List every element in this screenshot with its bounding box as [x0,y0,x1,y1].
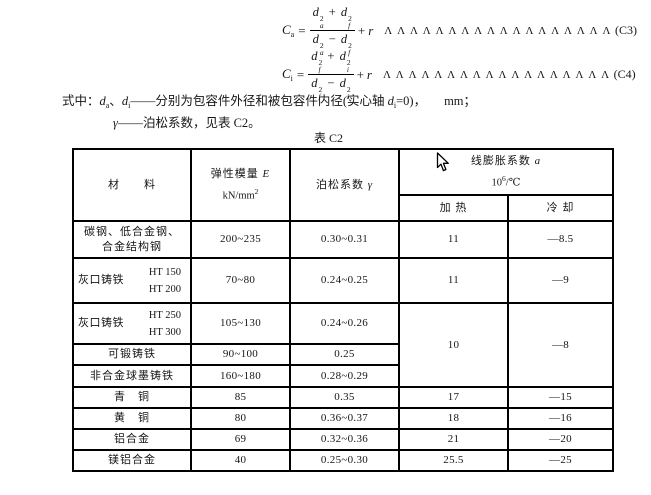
material-name: 青 铜 [72,386,192,409]
plus-sign: + [357,22,366,38]
gamma-definition: γ——泊松系数，见表 C2。 [113,116,261,130]
table-row: 碳钢、低合金钢、 合金结构钢 200~235 0.30~0.31 11 —8.5 [72,220,614,259]
modulus-value: 40 [190,449,291,472]
modulus-value: 160~180 [190,364,291,388]
unit-mm: mm； [444,94,477,108]
modulus-value: 70~80 [190,257,291,304]
modulus-value: 105~130 [190,302,291,345]
heating-value: 21 [398,428,509,451]
header-linear-expansion: 线膨胀系数 a 106/℃ [398,148,614,196]
material-name: 灰口铸铁 HT 250 HT 300 [72,302,192,345]
heating-value: 17 [398,386,509,409]
poisson-symbol: r [368,22,374,38]
modulus-value: 69 [190,428,291,451]
header-heating: 加 热 [398,194,509,222]
modulus-value: 200~235 [190,220,291,259]
table-row: 黄 铜 80 0.36~0.37 18 —16 [72,407,614,430]
material-name: 碳钢、低合金钢、 合金结构钢 [72,220,192,259]
poisson-value: 0.28~0.29 [289,364,400,388]
table-row: 非合金球墨铸铁 160~180 0.28~0.29 [72,364,613,388]
table-row: 灰口铸铁 HT 150 HT 200 70~80 0.24~0.25 11 —9 [72,257,614,304]
dot-leaders: Λ Λ Λ Λ Λ Λ Λ Λ Λ Λ Λ Λ Λ Λ Λ Λ Λ Λ [382,68,611,81]
heating-value-merged: 10 [398,302,509,388]
equals-sign: = [296,66,305,82]
header-cooling: 冷 却 [507,194,614,222]
formula-c3-lhs: Ca [282,22,295,39]
table-row: 铝合金 69 0.32~0.36 21 —20 [72,428,614,451]
table-row: 灰口铸铁 HT 250 HT 300 105~130 0.24~0.26 10 —… [72,302,614,388]
heating-value: 11 [398,220,509,259]
cooling-value: —25 [507,449,614,472]
header-poisson-ratio: 泊松系数 γ [289,148,400,222]
heating-value: 25.5 [398,449,509,472]
equation-number: (C3) [614,23,637,37]
poisson-value: 0.24~0.26 [289,302,400,345]
material-name: 可锻铸铁 [72,343,192,366]
heating-value: 11 [398,257,509,304]
poisson-value: 0.35 [289,386,400,409]
material-name: 非合金球墨铸铁 [72,364,192,388]
where-clause: 式中：da、di——分别为包容件外径和被包容件内径(实心轴 di=0)， mm； [62,94,477,110]
poisson-value: 0.25 [289,343,400,366]
poisson-value: 0.24~0.25 [289,257,400,304]
dot-leaders: Λ Λ Λ Λ Λ Λ Λ Λ Λ Λ Λ Λ Λ Λ Λ Λ Λ Λ [384,24,612,37]
table-row: 可锻铸铁 90~100 0.25 [72,343,613,366]
poisson-value: 0.25~0.30 [289,449,400,472]
equation-number: (C4) [613,67,636,81]
material-name: 铝合金 [72,428,192,451]
material-name: 镁铝合金 [72,449,192,472]
cooling-value: —9 [507,257,614,304]
poisson-value: 0.36~0.37 [289,407,400,430]
header-elastic-modulus: 弹性模量 E kN/mm2 [190,148,291,222]
material-name: 黄 铜 [72,407,192,430]
mouse-cursor-icon [436,152,449,172]
formula-c4-lhs: Ci [282,66,293,83]
poisson-value: 0.30~0.31 [289,220,400,259]
material-properties-table: 材 料 弹性模量 E kN/mm2 泊松系数 γ 线膨胀系数 a 106/℃ 加… [72,148,614,472]
table-row: 镁铝合金 40 0.25~0.30 25.5 —25 [72,449,614,472]
cooling-value-merged: —8 [507,302,614,388]
poisson-value: 0.32~0.36 [289,428,400,451]
plus-sign: + [356,66,364,82]
modulus-value: 85 [190,386,291,409]
material-name: 灰口铸铁 HT 150 HT 200 [72,257,192,304]
modulus-value: 80 [190,407,291,430]
poisson-symbol: r [366,66,372,82]
cooling-value: —8.5 [507,220,614,259]
cooling-value: —20 [507,428,614,451]
cooling-value: —15 [507,386,614,409]
table-title: 表 C2 [314,131,344,145]
header-material: 材 料 [72,148,192,222]
modulus-value: 90~100 [190,343,291,366]
heating-value: 18 [398,407,509,430]
table-row: 青 铜 85 0.35 17 —15 [72,386,614,409]
cooling-value: —16 [507,407,614,430]
equals-sign: = [298,22,306,38]
